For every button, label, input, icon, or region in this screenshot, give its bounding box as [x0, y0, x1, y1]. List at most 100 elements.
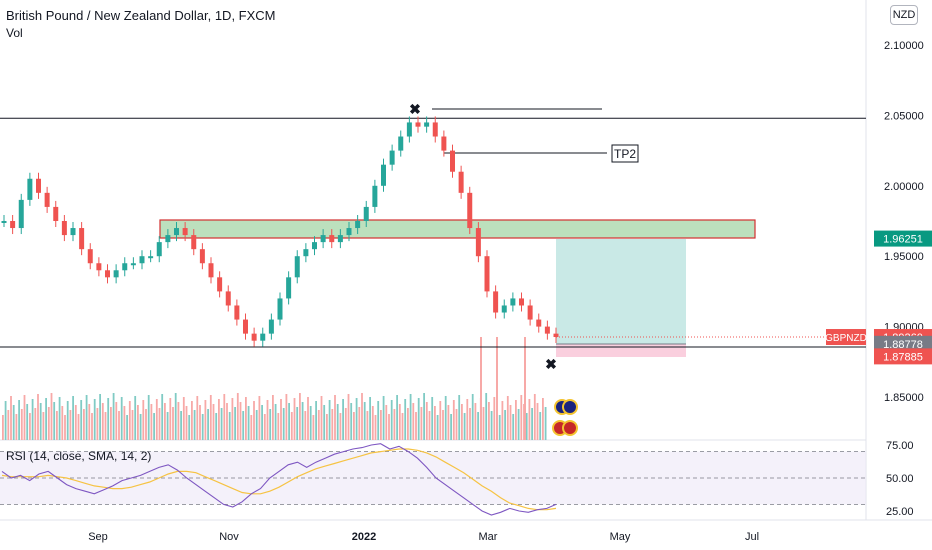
volume-bar — [150, 404, 153, 440]
volume-bar — [398, 404, 401, 440]
candle-body — [191, 235, 197, 250]
volume-bar — [317, 410, 320, 440]
volume-bar — [393, 409, 396, 440]
volume-bar — [261, 405, 263, 440]
volume-bar — [517, 409, 520, 440]
volume-bar — [188, 415, 191, 440]
volume-bar — [196, 396, 199, 440]
candle-body — [79, 228, 85, 250]
volume-bar — [288, 403, 290, 440]
volume-bar — [223, 394, 226, 440]
volume-bar — [455, 409, 458, 440]
volume-bar — [471, 394, 474, 440]
candle-body — [320, 235, 326, 243]
volume-bar — [42, 412, 45, 440]
volume-bar — [147, 395, 150, 440]
volume-bar — [531, 408, 533, 440]
candle-body — [286, 277, 292, 299]
volume-bar — [436, 415, 439, 440]
candle-body — [424, 122, 430, 127]
candle-body — [303, 249, 309, 257]
volume-bar — [142, 400, 145, 440]
candle-body — [544, 326, 550, 334]
volume-bar — [193, 410, 196, 440]
volume-bar — [326, 414, 328, 440]
volume-bar — [120, 397, 123, 440]
candle-body — [1, 221, 7, 223]
volume-bar — [77, 414, 80, 440]
volume-bar — [482, 407, 485, 440]
volume-bar — [520, 395, 523, 440]
candle-body — [96, 263, 102, 271]
candle-body — [467, 192, 473, 229]
volume-bar — [50, 393, 53, 440]
volume-bar — [285, 394, 288, 440]
volume-bar — [101, 403, 104, 440]
volume-bar — [461, 404, 463, 440]
volume-bar — [296, 407, 299, 440]
candle-body — [372, 185, 378, 207]
price-tag — [874, 230, 932, 247]
volume-bar — [474, 403, 477, 440]
volume-bar — [307, 397, 309, 440]
volume-bar — [512, 414, 515, 440]
candle-body — [225, 291, 231, 306]
candle-body — [493, 291, 499, 313]
candle-body — [432, 122, 438, 137]
volume-bar — [533, 394, 536, 440]
candle-body — [501, 305, 507, 313]
rsi-tick-label: 25.00 — [886, 506, 914, 518]
volume-bar — [339, 413, 342, 440]
volume-bar — [350, 403, 353, 440]
volume-bar — [425, 402, 428, 440]
volume-bar — [226, 403, 228, 440]
volume-bar — [328, 400, 331, 440]
x-tick-label: Mar — [479, 531, 498, 543]
volume-label[interactable]: Vol — [6, 26, 23, 40]
volume-bar — [315, 401, 317, 440]
volume-bar — [361, 393, 363, 440]
volume-bar — [45, 398, 47, 440]
x-tick-label: Jul — [745, 531, 759, 543]
volume-bar — [145, 409, 147, 440]
stop-zone — [556, 344, 686, 357]
supply-zone — [159, 219, 756, 239]
volume-bar — [153, 413, 155, 440]
volume-bar — [131, 410, 134, 440]
currency-button[interactable]: NZD — [890, 5, 918, 25]
candle-body — [415, 122, 421, 127]
volume-bar — [174, 393, 177, 440]
candle-body — [519, 298, 524, 306]
volume-bar — [164, 403, 166, 440]
candle-body — [165, 235, 171, 243]
tp2-label: TP2 — [614, 147, 636, 161]
volume-bar — [37, 394, 39, 440]
volume-bar — [442, 410, 444, 440]
volume-bar — [53, 402, 56, 440]
candle-body — [53, 206, 59, 221]
volume-bar — [15, 414, 18, 440]
volume-bar — [58, 397, 61, 440]
volume-bar — [524, 337, 526, 440]
volume-bar — [177, 402, 180, 440]
volume-bar — [85, 395, 88, 440]
volume-bar — [104, 412, 107, 440]
volume-bar — [320, 396, 323, 440]
volume-bar — [69, 410, 72, 440]
x-tick-label: May — [610, 531, 631, 543]
candle-body — [199, 249, 205, 264]
volume-bar — [301, 402, 304, 440]
volume-bar — [369, 397, 371, 440]
volume-bar — [358, 407, 361, 440]
rsi-label[interactable]: RSI (14, close, SMA, 14, 2) — [6, 449, 152, 463]
volume-bar — [377, 401, 380, 440]
candle-body — [87, 249, 93, 264]
x-tick-label: 2022 — [352, 531, 376, 543]
candle-body — [355, 221, 361, 229]
volume-bar — [452, 400, 455, 440]
volume-bar — [466, 399, 469, 440]
tp2-box — [611, 144, 639, 163]
symbol-title[interactable]: British Pound / New Zealand Dollar, 1D, … — [6, 8, 276, 23]
